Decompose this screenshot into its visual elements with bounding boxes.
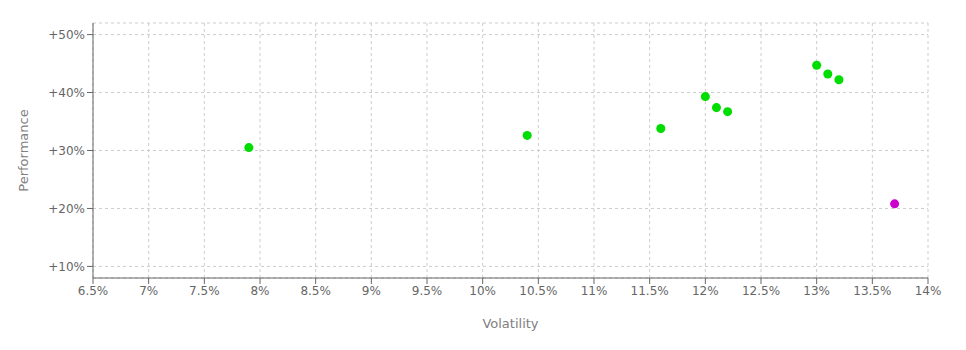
svg-text:11%: 11% — [581, 284, 608, 298]
svg-text:+20%: +20% — [48, 202, 85, 216]
svg-text:8.5%: 8.5% — [300, 284, 331, 298]
svg-text:+50%: +50% — [48, 28, 85, 42]
svg-text:10.5%: 10.5% — [519, 284, 557, 298]
svg-text:6.5%: 6.5% — [78, 284, 109, 298]
svg-text:13%: 13% — [803, 284, 830, 298]
svg-text:+30%: +30% — [48, 144, 85, 158]
svg-text:13.5%: 13.5% — [853, 284, 891, 298]
svg-text:12.5%: 12.5% — [742, 284, 780, 298]
svg-text:8%: 8% — [250, 284, 269, 298]
svg-text:12%: 12% — [692, 284, 719, 298]
svg-text:10%: 10% — [469, 284, 496, 298]
svg-text:+10%: +10% — [48, 260, 85, 274]
svg-text:7.5%: 7.5% — [189, 284, 220, 298]
svg-text:7%: 7% — [139, 284, 158, 298]
svg-text:Volatility: Volatility — [482, 316, 538, 331]
svg-text:+40%: +40% — [48, 86, 85, 100]
svg-text:14%: 14% — [915, 284, 942, 298]
svg-text:11.5%: 11.5% — [631, 284, 669, 298]
svg-text:9.5%: 9.5% — [412, 284, 443, 298]
svg-text:Performance: Performance — [16, 109, 31, 191]
svg-text:9%: 9% — [362, 284, 381, 298]
